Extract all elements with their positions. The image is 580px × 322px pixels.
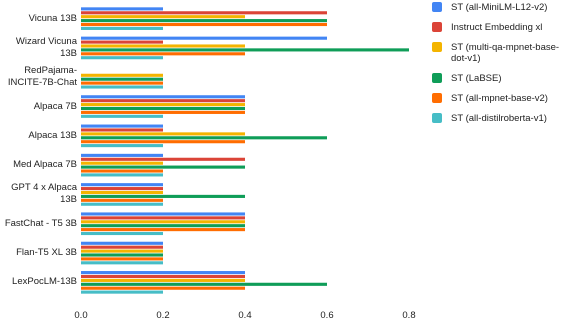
bar [81, 7, 163, 11]
x-tick-label: 0.2 [156, 310, 169, 321]
bar [81, 153, 163, 157]
bar [81, 56, 163, 60]
y-tick-label: Alpaca 13B [28, 129, 77, 141]
legend-label: ST (all-distilroberta-v1) [451, 113, 547, 124]
bar [81, 77, 163, 81]
bar [81, 169, 163, 173]
legend-item: ST (all-MiniLM-L12-v2) [432, 2, 572, 13]
bar [81, 81, 163, 85]
bar [81, 198, 163, 202]
bar [81, 95, 245, 99]
bar [81, 73, 163, 77]
bar [81, 15, 245, 19]
bar [81, 144, 163, 148]
bar [81, 44, 245, 48]
y-tick-label: FastChat - T5 3B [4, 217, 77, 229]
bar [81, 282, 327, 286]
bar [81, 286, 245, 290]
y-tick-label: Alpaca 7B [33, 100, 77, 112]
bar [81, 257, 163, 261]
bar [81, 52, 245, 56]
legend-swatch [432, 42, 442, 52]
bar [81, 103, 245, 107]
bar [81, 124, 163, 128]
bar [81, 245, 163, 249]
bar [81, 36, 327, 40]
bar [81, 253, 163, 257]
y-tick-label: GPT 4 x Alpaca 13B [11, 182, 77, 206]
legend-item: ST (all-distilroberta-v1) [432, 113, 572, 124]
legend-label: ST (all-mpnet-base-v2) [451, 93, 548, 104]
bar [81, 231, 163, 236]
bar [81, 183, 163, 187]
bar [81, 157, 245, 161]
bar [81, 274, 245, 279]
bar [81, 220, 245, 224]
legend-item: Instruct Embedding xl [432, 22, 572, 33]
bar [81, 11, 327, 15]
bar [81, 216, 245, 220]
legend-label: ST (multi-qa-mpnet-base-dot-v1) [451, 42, 560, 64]
bar [81, 128, 163, 132]
bar [81, 212, 245, 216]
bar [81, 85, 163, 89]
bar [81, 241, 163, 245]
bar [81, 194, 245, 198]
bar [81, 271, 245, 275]
bar [81, 114, 163, 118]
bar [81, 261, 163, 265]
bar [81, 165, 245, 169]
legend-swatch [432, 2, 442, 12]
legend-item: ST (all-mpnet-base-v2) [432, 93, 572, 104]
bar [81, 106, 245, 111]
bar [81, 202, 163, 206]
legend-item: ST (LaBSE) [432, 73, 572, 84]
legend-swatch [432, 113, 442, 123]
bar [81, 26, 163, 30]
y-tick-label: Vicuna 13B [28, 12, 77, 24]
bar [81, 187, 163, 191]
bar [81, 228, 245, 232]
y-tick-label: Med Alpaca 7B [13, 159, 77, 171]
bar [81, 110, 245, 114]
bar [81, 224, 245, 228]
y-tick-label: RedPajama-INCITE-7B-Chat [7, 65, 77, 89]
x-tick-label: 0.6 [320, 310, 333, 321]
x-tick-label: 0.0 [74, 310, 87, 321]
legend-swatch [432, 93, 442, 103]
bar [81, 278, 245, 282]
legend-item: ST (multi-qa-mpnet-base-dot-v1) [432, 42, 572, 64]
bar [81, 173, 163, 177]
bar [81, 249, 163, 253]
bar [81, 99, 245, 103]
bar [81, 140, 245, 144]
bar [81, 40, 163, 44]
y-tick-label: LexPocLM-13B [12, 276, 77, 288]
bar [81, 190, 163, 195]
bar [81, 48, 409, 52]
bar [81, 22, 327, 27]
legend-label: ST (all-MiniLM-L12-v2) [451, 2, 548, 13]
bar [81, 161, 163, 165]
y-tick-label: Wizard Vicuna 13B [15, 35, 77, 59]
legend-label: Instruct Embedding xl [451, 22, 543, 33]
bar [81, 136, 327, 140]
bar [81, 19, 327, 23]
y-tick-label: Flan-T5 XL 3B [16, 247, 77, 259]
legend-swatch [432, 22, 442, 32]
legend-swatch [432, 73, 442, 83]
bar [81, 290, 163, 294]
x-tick-label: 0.4 [238, 310, 251, 321]
x-tick-label: 0.8 [402, 310, 415, 321]
bar [81, 132, 245, 136]
legend-label: ST (LaBSE) [451, 73, 502, 84]
